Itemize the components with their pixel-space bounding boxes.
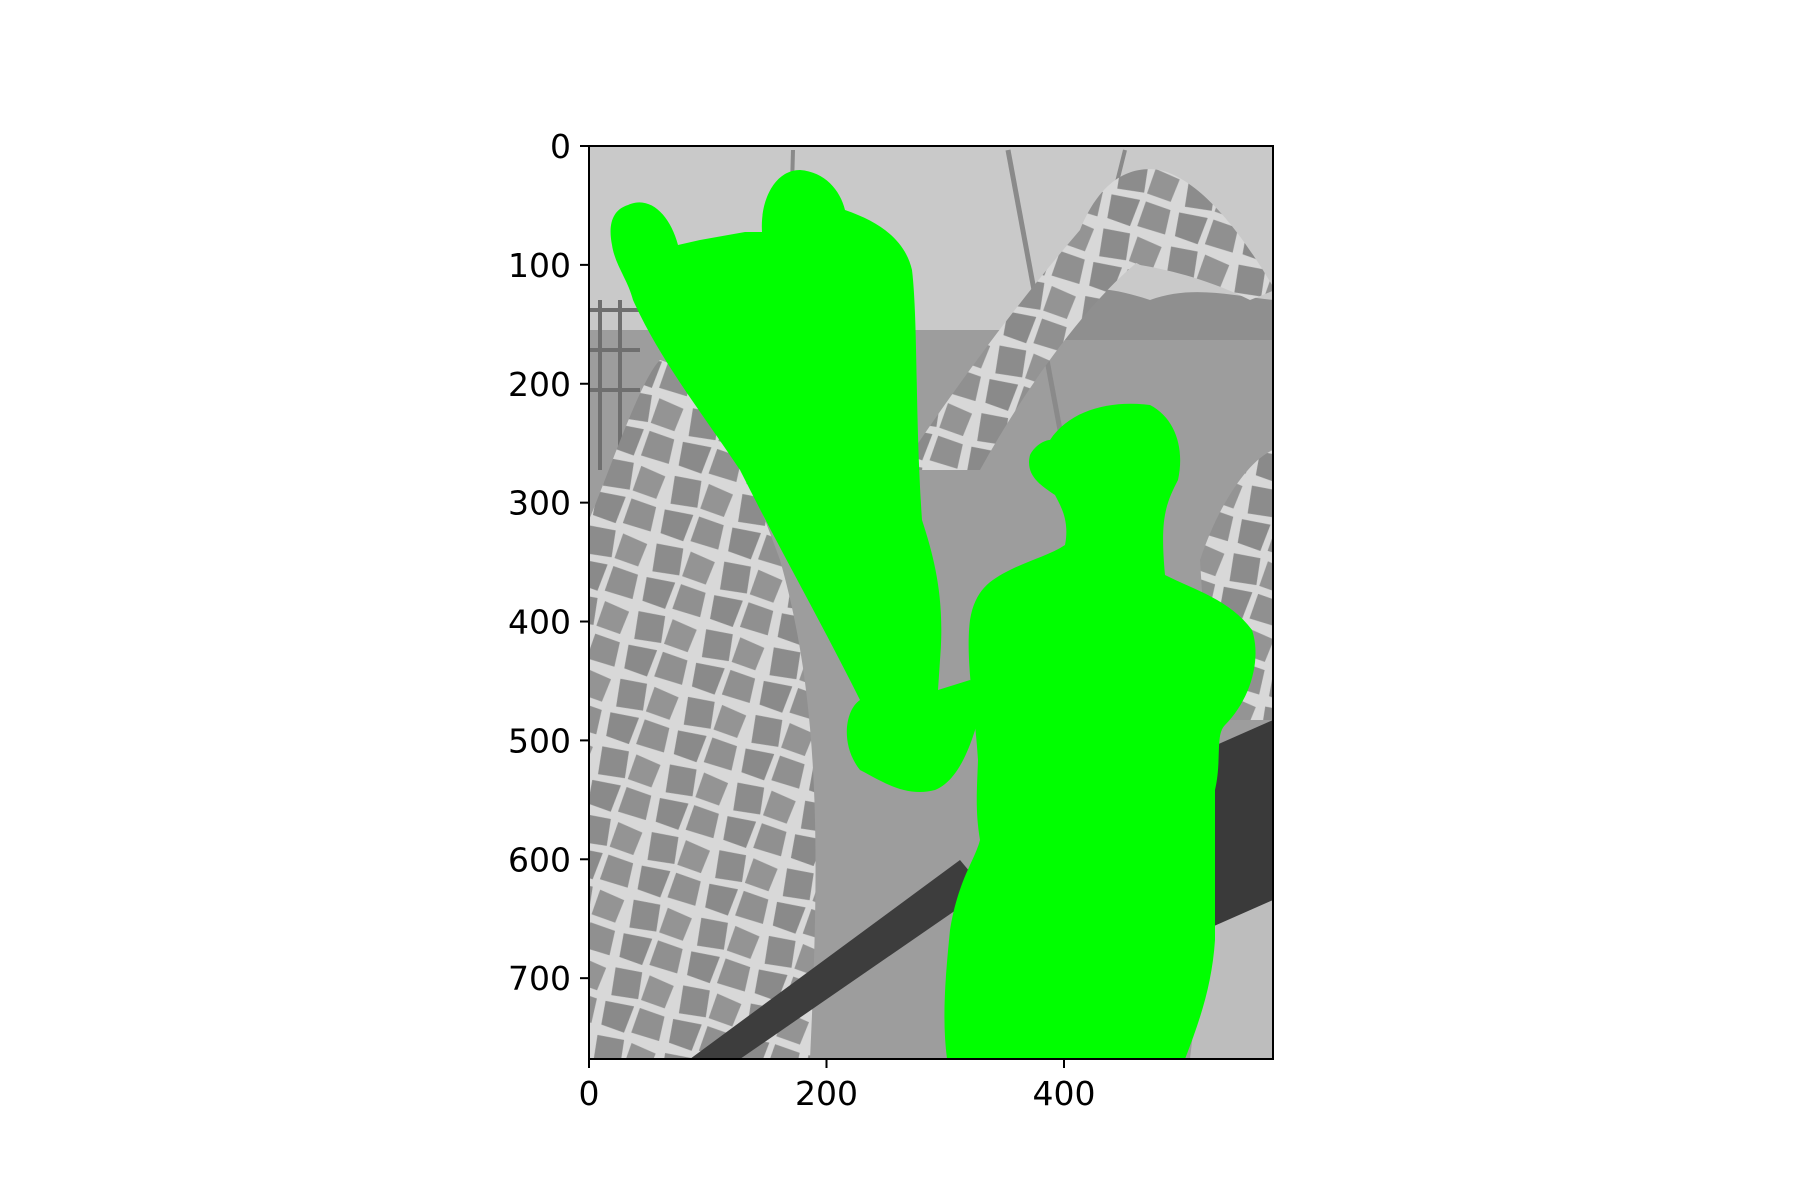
axes-frame: [588, 145, 1274, 1060]
fence-left: [589, 300, 640, 470]
giraffe-neck-background: [900, 210, 1140, 470]
y-tick-label: 600: [508, 840, 571, 879]
segmentation-mask: [610, 170, 1256, 1059]
giraffe-body-foreground: [589, 360, 816, 1059]
x-tick-label: 200: [795, 1074, 858, 1113]
y-tick-label: 200: [508, 365, 571, 404]
tree-line: [1040, 288, 1273, 340]
x-axis: 0 200 400: [579, 1059, 1096, 1113]
giraffe-head-background: [1080, 169, 1273, 300]
y-tick-label: 700: [508, 959, 571, 998]
y-tick-label: 300: [508, 484, 571, 523]
y-tick-label: 500: [508, 721, 571, 760]
y-axis: 0 100 200 300 400 500 600 700: [508, 127, 589, 998]
rail-post: [1205, 720, 1273, 960]
y-tick-label: 400: [508, 603, 571, 642]
x-tick-label: 400: [1033, 1074, 1096, 1113]
x-tick-label: 0: [579, 1074, 600, 1113]
mask-giraffe-head: [610, 170, 985, 792]
feeding-rail: [690, 860, 985, 1059]
mask-person: [944, 403, 1256, 1059]
photo: [589, 146, 1273, 1059]
y-tick-label: 0: [550, 127, 571, 166]
y-tick-label: 100: [508, 246, 571, 285]
